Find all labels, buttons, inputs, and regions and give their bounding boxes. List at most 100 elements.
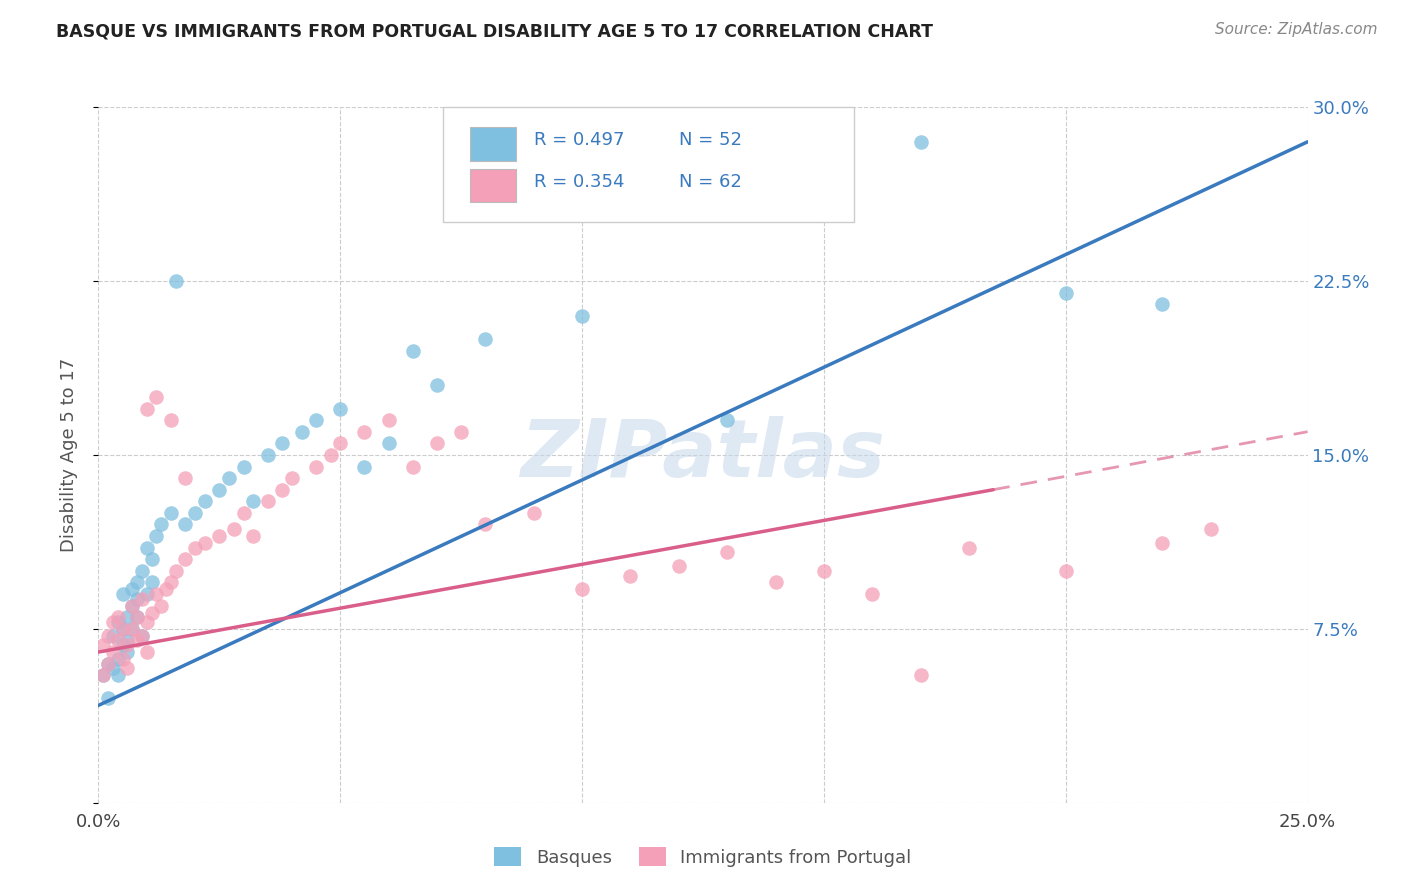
Point (208, 529, 231, 543)
Text: R = 0.354: R = 0.354 (534, 173, 624, 191)
Point (1152, 297, 1174, 311)
Point (910, 668, 932, 682)
Point (127, 633, 149, 648)
Point (1054, 564, 1077, 578)
Point (127, 610, 149, 624)
Point (402, 343, 425, 358)
Point (290, 425, 312, 439)
Point (450, 425, 472, 439)
Point (111, 638, 134, 652)
Point (117, 638, 139, 652)
Point (281, 471, 304, 485)
Point (135, 587, 157, 601)
Point (91, 668, 114, 682)
Point (765, 575, 787, 590)
Point (107, 610, 129, 624)
Point (101, 661, 124, 675)
Point (150, 599, 173, 613)
Point (117, 633, 139, 648)
Point (107, 633, 129, 648)
Point (208, 483, 231, 497)
Point (117, 610, 139, 624)
Point (523, 506, 546, 520)
Point (141, 606, 163, 620)
FancyBboxPatch shape (470, 128, 516, 161)
Text: Source: ZipAtlas.com: Source: ZipAtlas.com (1215, 22, 1378, 37)
Point (474, 332, 496, 346)
Point (910, 135, 932, 149)
Point (184, 506, 207, 520)
Point (256, 448, 278, 462)
Point (319, 448, 342, 462)
Point (160, 506, 183, 520)
Point (165, 564, 187, 578)
FancyBboxPatch shape (470, 169, 516, 202)
Point (121, 582, 143, 597)
Point (860, 587, 883, 601)
Point (232, 506, 254, 520)
Point (135, 615, 157, 629)
Point (97, 657, 120, 671)
Point (117, 645, 139, 659)
Point (329, 436, 352, 450)
Point (121, 622, 143, 636)
Point (145, 390, 167, 404)
Point (174, 517, 197, 532)
Point (353, 459, 375, 474)
Point (1152, 536, 1174, 550)
Point (131, 591, 153, 606)
Legend: Basques, Immigrants from Portugal: Basques, Immigrants from Portugal (486, 840, 920, 874)
Point (121, 599, 143, 613)
Point (145, 529, 167, 543)
Text: N = 52: N = 52 (679, 131, 742, 150)
Point (305, 459, 328, 474)
Point (155, 582, 177, 597)
Point (131, 629, 153, 643)
Point (377, 413, 399, 427)
Point (474, 517, 496, 532)
Point (402, 459, 425, 474)
Point (174, 552, 197, 566)
Point (111, 587, 134, 601)
Point (141, 575, 163, 590)
Point (222, 522, 245, 536)
Point (91, 668, 114, 682)
Point (107, 652, 129, 666)
Point (97, 629, 120, 643)
Point (353, 425, 375, 439)
Point (160, 575, 183, 590)
Point (145, 587, 167, 601)
Point (426, 436, 449, 450)
Point (135, 401, 157, 416)
Y-axis label: Disability Age 5 to 17: Disability Age 5 to 17 (59, 358, 77, 552)
Point (127, 591, 149, 606)
Point (716, 545, 738, 559)
Point (571, 309, 593, 323)
Point (218, 471, 240, 485)
Point (141, 552, 163, 566)
Point (194, 494, 217, 508)
Point (135, 541, 157, 555)
Point (242, 494, 264, 508)
FancyBboxPatch shape (443, 107, 855, 222)
Point (131, 629, 153, 643)
Point (271, 483, 294, 497)
Point (160, 413, 183, 427)
Point (97, 657, 120, 671)
Point (127, 610, 149, 624)
Point (668, 559, 690, 574)
Text: N = 62: N = 62 (679, 173, 742, 191)
Point (232, 459, 254, 474)
Point (242, 529, 264, 543)
Point (121, 622, 143, 636)
Text: BASQUE VS IMMIGRANTS FROM PORTUGAL DISABILITY AGE 5 TO 17 CORRELATION CHART: BASQUE VS IMMIGRANTS FROM PORTUGAL DISAB… (56, 22, 934, 40)
Point (101, 615, 124, 629)
Point (305, 413, 328, 427)
Point (619, 568, 641, 582)
Point (271, 436, 294, 450)
Point (1199, 522, 1222, 536)
Point (150, 517, 173, 532)
Text: ZIPatlas: ZIPatlas (520, 416, 886, 494)
Point (813, 564, 835, 578)
Text: R = 0.497: R = 0.497 (534, 131, 624, 150)
